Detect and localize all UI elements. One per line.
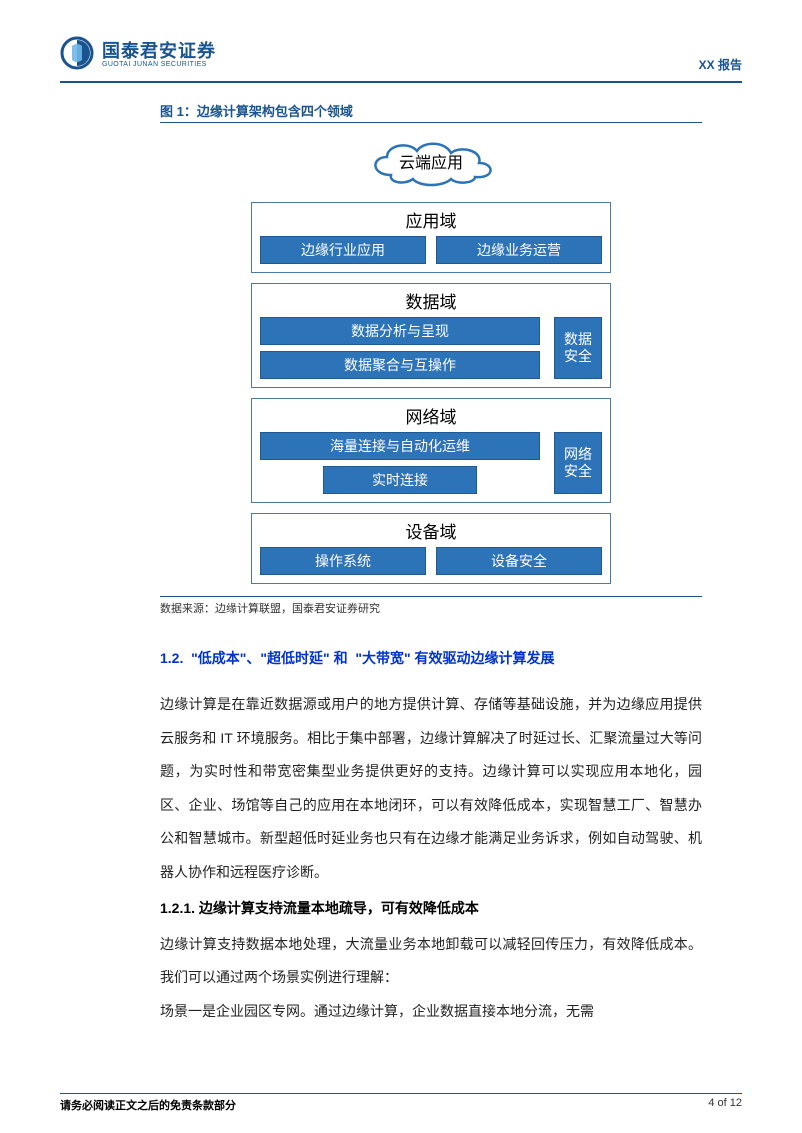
- domain-data: 数据域 数据分析与呈现 数据聚合与互操作 数据安全: [251, 283, 611, 388]
- box-data-analysis: 数据分析与呈现: [260, 317, 540, 345]
- logo-en: GUOTAI JUNAN SECURITIES: [102, 61, 216, 68]
- box-edge-industry-app: 边缘行业应用: [260, 236, 426, 264]
- body-paragraph-1: 边缘计算是在靠近数据源或用户的地方提供计算、存储等基础设施，并为边缘应用提供云服…: [160, 688, 702, 890]
- logo-text: 国泰君安证券 GUOTAI JUNAN SECURITIES: [102, 42, 216, 68]
- domain-device: 设备域 操作系统 设备安全: [251, 513, 611, 584]
- figure-source: 数据来源：边缘计算联盟，国泰君安证券研究: [160, 600, 702, 616]
- box-realtime-connection: 实时连接: [323, 466, 477, 494]
- box-edge-biz-ops: 边缘业务运营: [436, 236, 602, 264]
- footer-disclaimer: 请务必阅读正文之后的免责条款部分: [60, 1097, 236, 1113]
- box-data-security: 数据安全: [554, 317, 602, 379]
- logo-block: 国泰君安证券 GUOTAI JUNAN SECURITIES: [60, 36, 216, 75]
- cloud-node: 云端应用: [361, 139, 501, 192]
- domain-app: 应用域 边缘行业应用 边缘业务运营: [251, 202, 611, 273]
- box-os: 操作系统: [260, 547, 426, 575]
- figure-title: 图 1：边缘计算架构包含四个领域: [160, 101, 702, 120]
- domain-data-title: 数据域: [260, 288, 602, 313]
- box-mass-connection: 海量连接与自动化运维: [260, 432, 540, 460]
- page-footer: 请务必阅读正文之后的免责条款部分 4 of 12: [60, 1093, 742, 1113]
- report-type-label: XX 报告: [699, 56, 742, 73]
- p3: 场景一是企业园区专网。通过边缘计算，企业数据直接本地分流，无需: [160, 995, 702, 1029]
- main-content: 图 1：边缘计算架构包含四个领域 云端应用 应用域 边缘行业应用 边缘业务运营 …: [60, 101, 742, 1028]
- section-num: 1.2.: [160, 650, 183, 666]
- box-network-security: 网络安全: [554, 432, 602, 494]
- subsection-title: 边缘计算支持流量本地疏导，可有效降低成本: [199, 900, 479, 916]
- p1: 边缘计算是在靠近数据源或用户的地方提供计算、存储等基础设施，并为边缘应用提供云服…: [160, 688, 702, 890]
- architecture-diagram: 云端应用 应用域 边缘行业应用 边缘业务运营 数据域 数据分析与呈现 数据聚合与…: [251, 139, 611, 584]
- logo-cn: 国泰君安证券: [102, 42, 216, 61]
- company-logo-icon: [60, 36, 94, 75]
- subsection-num: 1.2.1.: [160, 900, 195, 916]
- page-header: 国泰君安证券 GUOTAI JUNAN SECURITIES XX 报告: [60, 36, 742, 83]
- domain-app-title: 应用域: [260, 207, 602, 232]
- domain-network-title: 网络域: [260, 403, 602, 428]
- page-number: 4 of 12: [708, 1097, 742, 1113]
- cloud-label: 云端应用: [399, 153, 463, 172]
- figure-bottom-rule: [160, 596, 702, 597]
- section-heading-1-2: 1.2. "低成本"、"超低时延" 和 "大带宽" 有效驱动边缘计算发展: [160, 648, 702, 668]
- box-data-aggregation: 数据聚合与互操作: [260, 351, 540, 379]
- figure-top-rule: [160, 122, 702, 123]
- domain-device-title: 设备域: [260, 518, 602, 543]
- body-paragraph-2: 边缘计算支持数据本地处理，大流量业务本地卸载可以减轻回传压力，有效降低成本。我们…: [160, 928, 702, 1029]
- box-device-security: 设备安全: [436, 547, 602, 575]
- page-root: 国泰君安证券 GUOTAI JUNAN SECURITIES XX 报告 图 1…: [0, 0, 802, 1133]
- section-title: "低成本"、"超低时延" 和 "大带宽" 有效驱动边缘计算发展: [183, 650, 554, 666]
- domain-network: 网络域 海量连接与自动化运维 实时连接 网络安全: [251, 398, 611, 503]
- p2: 边缘计算支持数据本地处理，大流量业务本地卸载可以减轻回传压力，有效降低成本。我们…: [160, 928, 702, 995]
- subsection-heading-1-2-1: 1.2.1. 边缘计算支持流量本地疏导，可有效降低成本: [160, 898, 702, 918]
